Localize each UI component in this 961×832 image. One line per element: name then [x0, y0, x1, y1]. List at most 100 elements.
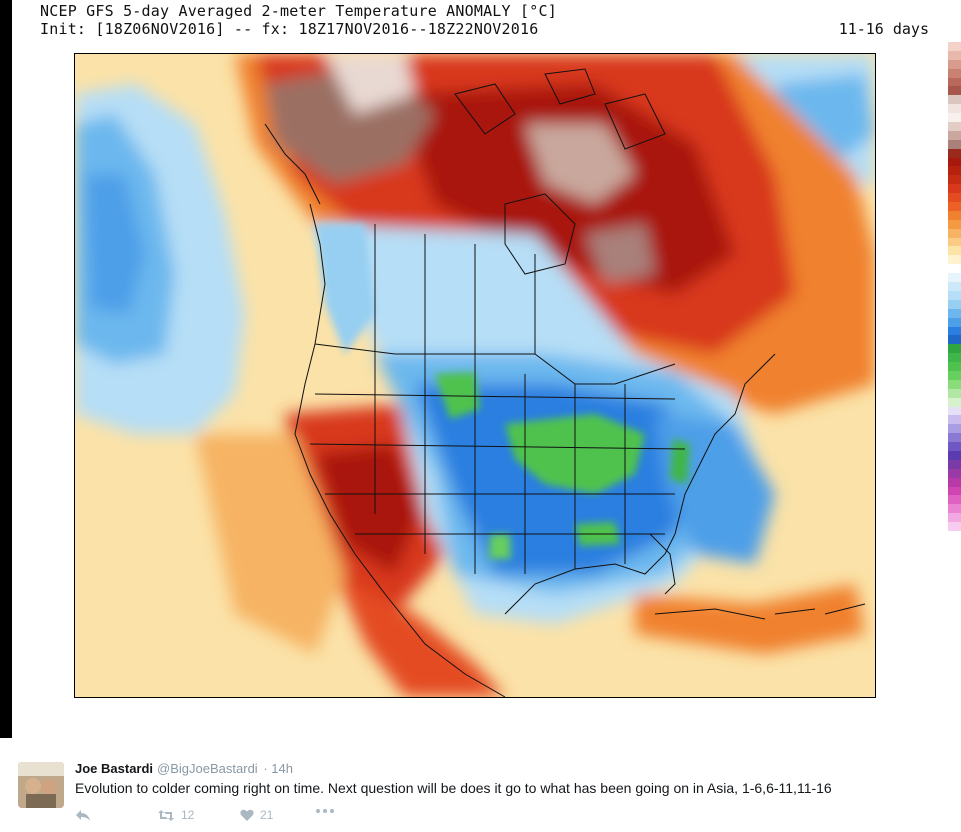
- color-scale-cell: [948, 477, 961, 487]
- color-scale-cell: [948, 77, 961, 87]
- color-scale-cell: [948, 282, 961, 291]
- color-scale-cell: [948, 379, 961, 389]
- color-scale-cell: [948, 299, 961, 309]
- color-scale-cell: [948, 122, 961, 131]
- reply-icon: [76, 810, 90, 821]
- author-name[interactable]: Joe Bastardi: [75, 761, 154, 776]
- map-init-line: Init: [18Z06NOV2016] -- fx: 18Z17NOV2016…: [40, 20, 539, 38]
- labrador-brown-region: [585, 224, 655, 284]
- color-scale-cell: [948, 113, 961, 123]
- color-scale-cell: [948, 468, 961, 478]
- pacific-deep-blue-region: [85, 174, 145, 314]
- color-scale-cell: [948, 290, 961, 300]
- color-scale-cell: [948, 548, 961, 558]
- color-scale-cell: [948, 86, 961, 96]
- color-scale-cell: [948, 228, 961, 238]
- color-scale-cell: [948, 557, 961, 567]
- tweet-card: Joe Bastardi @BigJoeBastardi · 14h Evolut…: [0, 738, 961, 832]
- caribbean-red-region: [635, 584, 865, 654]
- color-scale-cell: [948, 344, 961, 354]
- color-scale-cell: [948, 273, 961, 283]
- map-title: NCEP GFS 5-day Averaged 2-meter Temperat…: [40, 2, 557, 20]
- east-coast-green-region: [670, 439, 690, 484]
- arctic-islands-outline: [454, 68, 666, 150]
- forecast-range: 11-16 days: [838, 20, 929, 38]
- reply-button[interactable]: [75, 808, 91, 822]
- tweet-text: Evolution to colder coming right on time…: [75, 780, 832, 796]
- florida-outline: [649, 533, 676, 595]
- color-scale-cell: [948, 104, 961, 114]
- state-lines-1: [374, 354, 626, 574]
- like-count: 21: [260, 808, 274, 822]
- hudson-bay-outline: [504, 193, 576, 275]
- color-scale-cell: [948, 42, 961, 51]
- texas-green-region: [489, 534, 511, 559]
- color-scale-cell: [948, 397, 961, 407]
- more-button[interactable]: [315, 808, 335, 814]
- map-header: NCEP GFS 5-day Averaged 2-meter Temperat…: [0, 0, 961, 46]
- color-scale-cell: [948, 175, 961, 185]
- color-scale-cell: [948, 415, 961, 425]
- color-scale-cell: [948, 95, 961, 105]
- color-scale-cell: [948, 433, 961, 443]
- retweet-button[interactable]: 12: [157, 808, 194, 822]
- atlantic-coast-outline: [674, 353, 776, 535]
- color-scale-cell: [948, 308, 961, 318]
- mexico-red-region: [335, 574, 505, 697]
- gulf-coast-outline: [504, 533, 676, 615]
- color-scale-cell: [948, 459, 961, 469]
- color-scale-cell: [948, 68, 961, 78]
- color-scale-cell: [948, 255, 961, 265]
- color-scale-cell: [948, 442, 961, 451]
- color-scale-cell: [948, 335, 961, 345]
- color-scale-cell: [948, 495, 961, 505]
- color-scale-cell: [948, 317, 961, 327]
- color-scale-cell: [948, 513, 961, 523]
- more-icon: [316, 809, 334, 813]
- like-button[interactable]: 21: [240, 808, 273, 822]
- map-outlines: [264, 68, 866, 697]
- tweet-header: Joe Bastardi @BigJoeBastardi · 14h: [75, 761, 293, 776]
- color-scale-cell: [948, 539, 961, 549]
- color-scale-cell: [948, 530, 961, 540]
- west-coast-outline: [294, 203, 506, 697]
- author-handle[interactable]: @BigJoeBastardi: [157, 761, 258, 776]
- temperature-anomaly-map: [74, 53, 876, 698]
- color-scale-bar: [948, 42, 961, 694]
- retweet-icon: [158, 809, 174, 821]
- retweet-count: 12: [181, 808, 195, 822]
- tweet-time[interactable]: · 14h: [263, 761, 293, 776]
- caribbean-islands-outline: [654, 603, 866, 620]
- color-scale-cell: [948, 139, 961, 149]
- color-scale-cell: [948, 130, 961, 140]
- baja-orange-region: [195, 434, 345, 654]
- color-scale-cell: [948, 424, 961, 434]
- color-scale-cell: [948, 575, 961, 585]
- color-scale-cell: [948, 157, 961, 167]
- west-us-dark-red-region: [315, 444, 420, 574]
- avatar[interactable]: [18, 762, 64, 808]
- color-scale-cell: [948, 50, 961, 60]
- color-scale-cell: [948, 210, 961, 220]
- left-black-strip: [0, 0, 12, 738]
- color-scale-cell: [948, 406, 961, 416]
- color-scale-cell: [948, 237, 961, 247]
- color-scale-cell: [948, 362, 961, 371]
- color-scale-cell: [948, 184, 961, 194]
- color-scale-cell: [948, 593, 961, 603]
- color-scale-cell: [948, 193, 961, 203]
- alaska-outline: [264, 123, 321, 205]
- arctic-pale-region: [325, 54, 415, 114]
- color-scale-cell: [948, 450, 961, 460]
- color-scale-cell: [948, 370, 961, 380]
- color-scale-cell: [948, 264, 961, 274]
- color-scale-cell: [948, 486, 961, 496]
- state-lines-2: [309, 393, 686, 535]
- color-scale-cell: [948, 166, 961, 176]
- color-scale-cell: [948, 566, 961, 576]
- heart-icon: [240, 809, 254, 821]
- color-scale-cell: [948, 353, 961, 363]
- us-canada-border: [314, 343, 676, 385]
- hudson-brown-region: [525, 124, 635, 204]
- province-lines: [374, 224, 536, 354]
